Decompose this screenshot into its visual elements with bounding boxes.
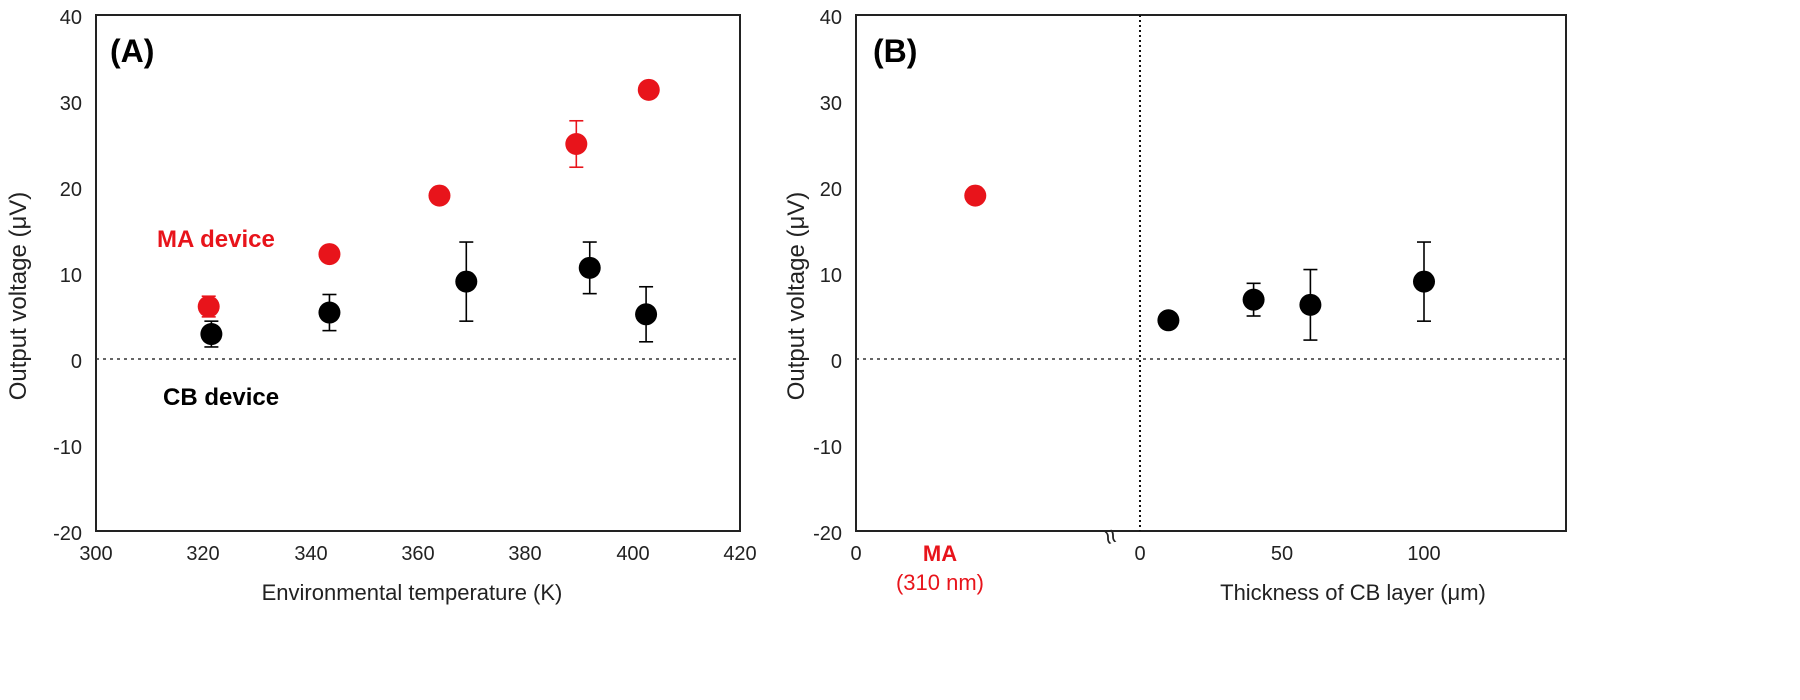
panel-b-xtick-label: 0 bbox=[850, 543, 861, 565]
panel-a-annotation-ma: MA device bbox=[157, 226, 275, 253]
panel-b-cb-point bbox=[1299, 293, 1322, 316]
panel-a: -20 -10 0 10 20 30 40 300 320 340 360 38… bbox=[5, 7, 757, 605]
panel-a-xtick-label: 340 bbox=[294, 543, 327, 565]
panel-a-cb-point bbox=[318, 301, 341, 324]
panel-a-xtick-label: 380 bbox=[508, 543, 541, 565]
panel-a-cb-point bbox=[635, 303, 658, 326]
panel-b-cb-point bbox=[1242, 288, 1265, 311]
panel-a-ytick-label: 10 bbox=[60, 265, 82, 287]
panel-a-ma-point bbox=[637, 78, 660, 101]
panel-a-xtick-label: 420 bbox=[723, 543, 756, 565]
panel-a-ma-point bbox=[318, 243, 341, 266]
panel-a-cb-point bbox=[455, 270, 478, 293]
panel-a-ytick-label: 40 bbox=[60, 7, 82, 29]
panel-b-xtick-label: 0 bbox=[1134, 543, 1145, 565]
panel-a-xtick-label: 300 bbox=[79, 543, 112, 565]
panel-a-ma-point bbox=[428, 184, 451, 207]
panel-a-ma-point bbox=[565, 133, 588, 155]
panel-a-ylabel: Output voltage (μV) bbox=[5, 192, 32, 401]
panel-b-cb-point bbox=[1413, 270, 1435, 293]
panel-b-marks bbox=[964, 184, 1435, 341]
panel-b-ylabel: Output voltage (μV) bbox=[783, 192, 810, 401]
panel-b-category-ma: MA bbox=[923, 541, 957, 566]
panel-b-axis-break-mark: ≈ bbox=[1094, 525, 1127, 549]
panel-b-ytick-label: 40 bbox=[820, 7, 842, 29]
panel-a-xtick-label: 360 bbox=[401, 543, 434, 565]
panel-b-ytick-label: -10 bbox=[813, 437, 842, 459]
panel-a-ytick-label: 30 bbox=[60, 93, 82, 115]
panel-a-ytick-label: -10 bbox=[53, 437, 82, 459]
panel-a-xlabel: Environmental temperature (K) bbox=[262, 580, 563, 605]
panel-b-ytick-label: 10 bbox=[820, 265, 842, 287]
panel-b-ytick-label: -20 bbox=[813, 523, 842, 545]
panel-b-xtick-label: 50 bbox=[1271, 543, 1293, 565]
panel-a-xtick-label: 400 bbox=[616, 543, 649, 565]
panel-a-plot-frame bbox=[95, 14, 741, 532]
panel-a-ytick-label: -20 bbox=[53, 523, 82, 545]
panel-b-ytick-label: 30 bbox=[820, 93, 842, 115]
panel-b-ma-point bbox=[964, 184, 987, 207]
panel-a-cb-point bbox=[200, 323, 223, 346]
panel-a-xtick-label: 320 bbox=[186, 543, 219, 565]
panel-a-ytick-label: 20 bbox=[60, 179, 82, 201]
panel-b-ytick-label: 20 bbox=[820, 179, 842, 201]
panel-a-label: (A) bbox=[110, 33, 154, 69]
panel-a-cb-point bbox=[578, 256, 601, 279]
panel-b-xlabel: Thickness of CB layer (μm) bbox=[1220, 580, 1486, 605]
panel-a-annotation-cb: CB device bbox=[163, 384, 279, 411]
panel-b: -20 -10 0 10 20 30 40 0 ≈ 0 50 100 MA (3… bbox=[783, 7, 1567, 605]
panel-a-marks bbox=[197, 78, 660, 348]
panel-b-cb-point bbox=[1157, 309, 1180, 332]
panel-b-xtick-label: 100 bbox=[1407, 543, 1440, 565]
panel-a-ma-point bbox=[197, 295, 220, 318]
panel-b-label: (B) bbox=[873, 33, 917, 69]
panel-a-ytick-label: 0 bbox=[71, 351, 82, 373]
panel-b-category-ma-detail: (310 nm) bbox=[896, 570, 984, 595]
panel-b-plot-frame bbox=[855, 14, 1567, 532]
panel-b-ytick-label: 0 bbox=[831, 351, 842, 373]
